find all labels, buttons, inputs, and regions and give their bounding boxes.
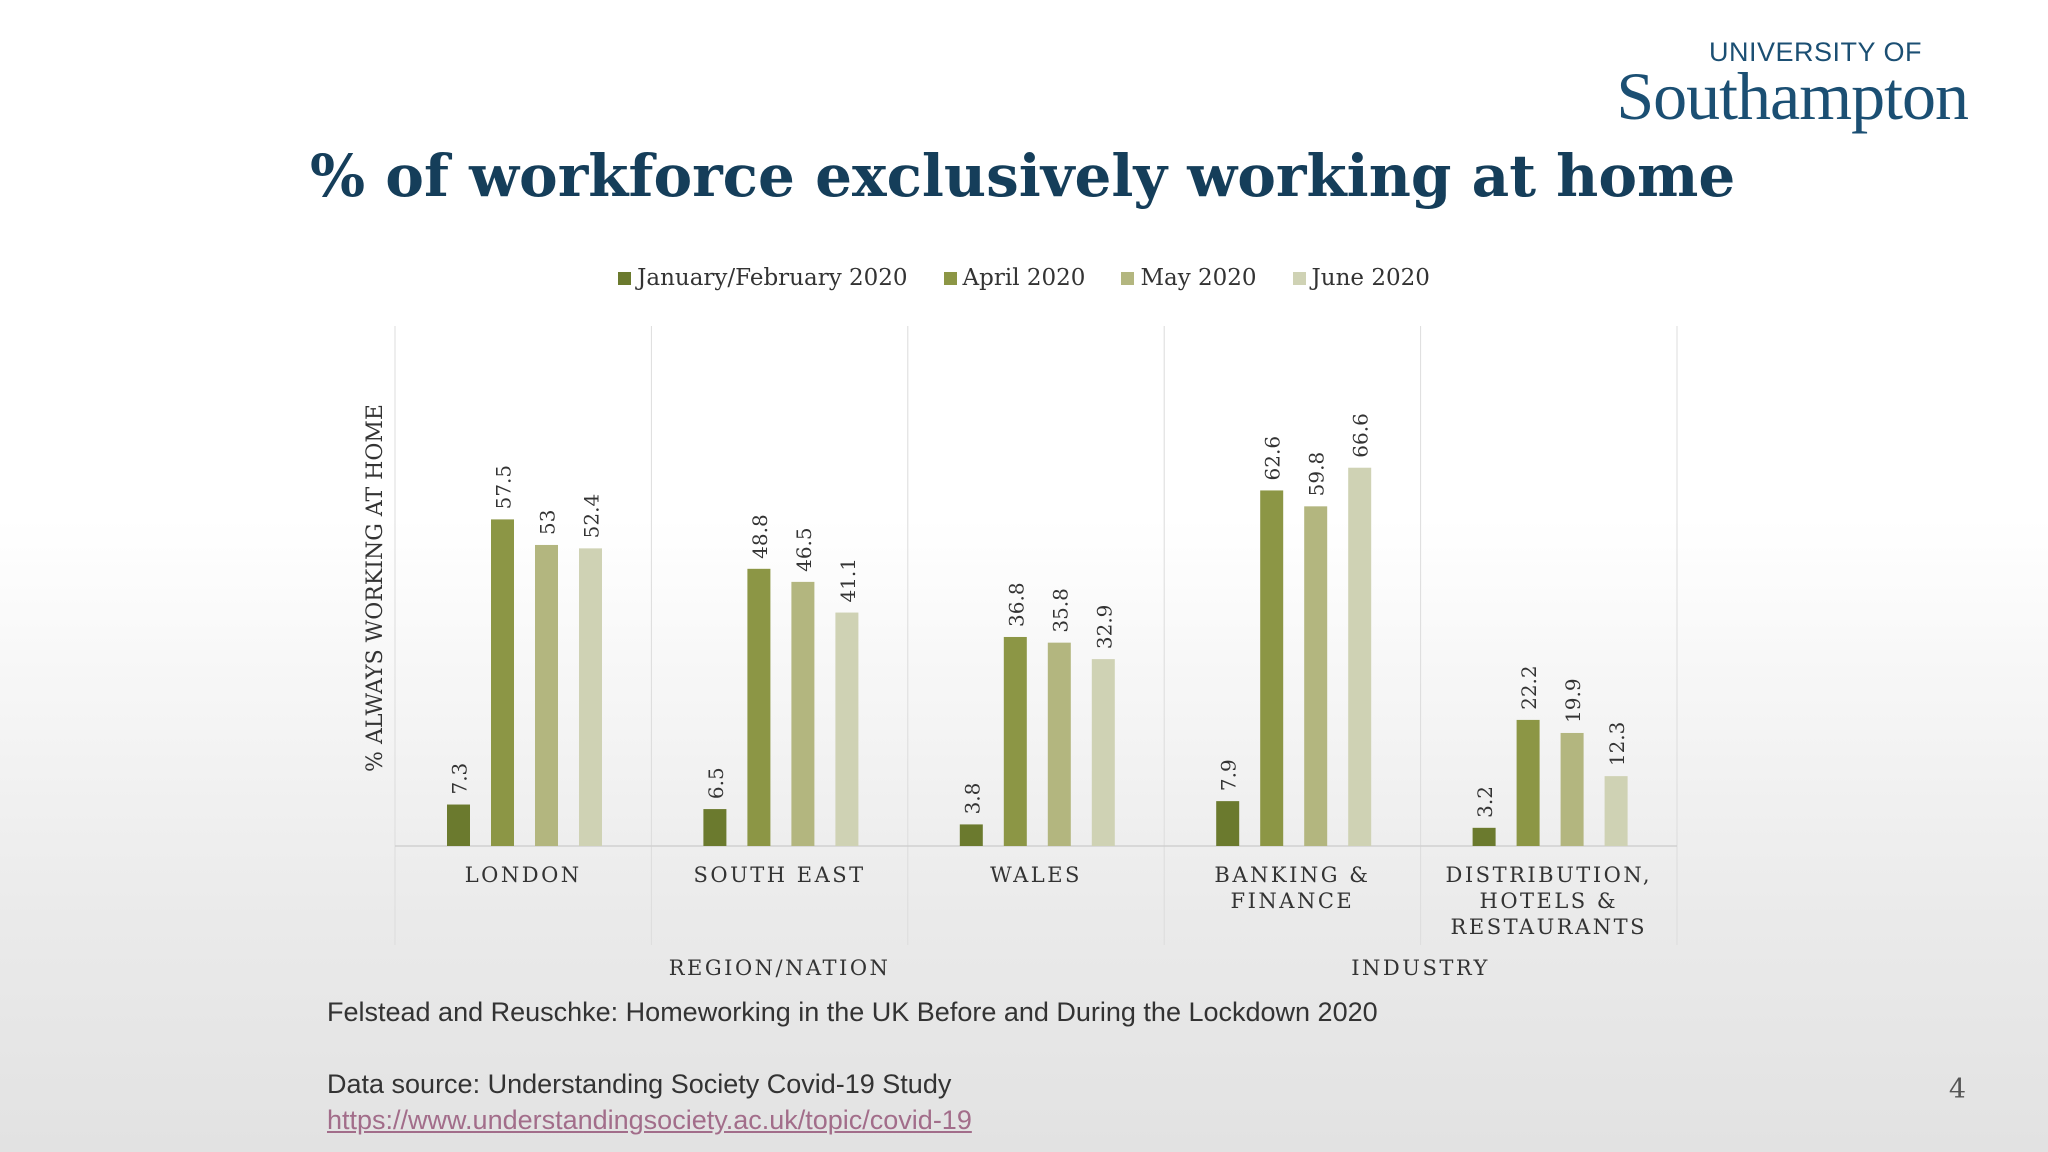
bar: [447, 804, 470, 846]
page-number: 4: [1948, 1074, 1966, 1105]
legend-item: January/February 2020: [618, 265, 908, 291]
bar: [1304, 506, 1328, 846]
data-label: 41.1: [836, 558, 860, 603]
bar: [1472, 827, 1496, 846]
data-label: 57.5: [492, 465, 516, 510]
legend-swatch: [1292, 271, 1306, 285]
source-link[interactable]: https://www.understandingsociety.ac.uk/t…: [327, 1105, 972, 1135]
legend-item: May 2020: [1121, 265, 1257, 291]
chart-legend: January/February 2020 April 2020 May 2020 J…: [0, 265, 2048, 291]
data-label: 3.2: [1473, 786, 1497, 818]
data-label: 36.8: [1004, 582, 1028, 627]
legend-swatch: [943, 271, 957, 285]
legend-item: April 2020: [943, 265, 1086, 291]
data-label: 62.6: [1261, 436, 1285, 481]
data-label: 35.8: [1048, 588, 1072, 633]
category-label: SOUTH EAST: [694, 863, 866, 887]
bar: [1260, 490, 1284, 846]
category-label: DISTRIBUTION,: [1446, 863, 1653, 887]
university-logo: UNIVERSITY OF Southampton: [1616, 37, 1969, 134]
bar: [491, 519, 514, 846]
bar-chart: 7.3 6.5 3.8 7.9 3.2 57.5 48.8 36.8 62.6 22.2 53 46.…: [363, 326, 1678, 980]
group-label: REGION/NATION: [669, 956, 891, 980]
bar: [535, 544, 558, 846]
data-label: 32.9: [1092, 605, 1116, 650]
bar: [1604, 776, 1628, 846]
data-label: 6.5: [704, 767, 728, 799]
bar: [1003, 636, 1027, 846]
data-label: 7.3: [448, 763, 472, 795]
category-label: WALES: [990, 863, 1082, 887]
bar: [791, 581, 815, 846]
bar: [959, 824, 983, 846]
logo-university-of: UNIVERSITY OF: [1708, 37, 1922, 67]
legend-label: June 2020: [1311, 265, 1430, 291]
data-label: 52.4: [580, 494, 604, 539]
data-label: 7.9: [1217, 759, 1241, 791]
category-label: HOTELS &: [1480, 889, 1619, 913]
data-label: 66.6: [1349, 413, 1373, 458]
bar: [1091, 659, 1115, 846]
citation-text: Felstead and Reuschke: Homeworking in th…: [327, 997, 1378, 1027]
data-label: 12.3: [1605, 722, 1629, 767]
category-label: FINANCE: [1231, 889, 1355, 913]
bar: [835, 612, 859, 846]
category-label: LONDON: [465, 863, 582, 887]
data-label: 59.8: [1305, 452, 1329, 497]
bar: [1516, 719, 1540, 846]
data-source-text: Data source: Understanding Society Covid…: [327, 1069, 952, 1099]
bar: [1216, 801, 1240, 846]
bar: [747, 568, 771, 846]
bar: [1348, 467, 1372, 846]
legend-item: June 2020: [1292, 265, 1430, 291]
bar: [1047, 642, 1071, 846]
bar: [579, 548, 602, 846]
y-axis-label: % ALWAYS WORKING AT HOME: [363, 404, 388, 772]
logo-southampton: Southampton: [1616, 58, 1969, 134]
slide-title: % of workforce exclusively working at ho…: [310, 142, 1736, 210]
data-label: 48.8: [748, 514, 772, 559]
data-label: 19.9: [1561, 678, 1585, 723]
group-label: INDUSTRY: [1351, 956, 1490, 980]
legend-label: May 2020: [1140, 265, 1257, 291]
category-label: BANKING &: [1214, 863, 1370, 887]
data-label: 53: [536, 510, 560, 535]
bar: [1560, 732, 1584, 846]
bar: [703, 809, 727, 846]
legend-label: January/February 2020: [637, 265, 908, 291]
data-label: 22.2: [1517, 665, 1541, 710]
data-label: 3.8: [960, 783, 984, 815]
legend-label: April 2020: [962, 265, 1086, 291]
category-label: RESTAURANTS: [1451, 915, 1648, 939]
legend-swatch: [1121, 271, 1135, 285]
legend-swatch: [618, 271, 632, 285]
data-label: 46.5: [792, 527, 816, 572]
